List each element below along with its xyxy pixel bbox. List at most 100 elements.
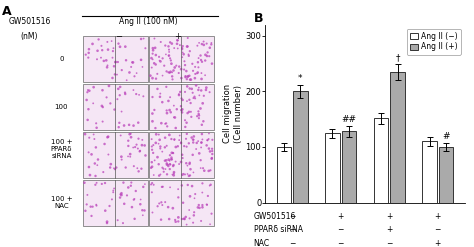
Point xyxy=(206,222,214,226)
Point xyxy=(112,165,120,169)
Point xyxy=(99,120,106,124)
Point xyxy=(115,87,122,91)
Point xyxy=(138,143,146,147)
Point xyxy=(149,46,156,50)
Point xyxy=(199,205,206,209)
Bar xyxy=(390,72,405,203)
Point xyxy=(167,157,175,161)
Point xyxy=(150,183,157,187)
Point xyxy=(198,141,205,145)
Point xyxy=(195,86,202,90)
Point xyxy=(88,152,95,156)
Point xyxy=(147,166,155,170)
Point xyxy=(93,57,101,61)
Text: (nM): (nM) xyxy=(21,32,38,41)
Point xyxy=(187,101,194,105)
Text: NAC: NAC xyxy=(254,239,270,247)
Point xyxy=(177,141,185,145)
Point xyxy=(203,203,210,206)
Point xyxy=(181,118,189,122)
Point xyxy=(114,218,121,222)
Point xyxy=(185,208,193,212)
Point xyxy=(191,95,198,99)
Point xyxy=(197,54,204,58)
Point xyxy=(87,205,94,209)
Point xyxy=(177,141,185,144)
Point xyxy=(184,183,191,187)
Point xyxy=(84,88,92,92)
Text: −: − xyxy=(435,225,441,234)
Point xyxy=(173,64,180,68)
Point xyxy=(179,47,186,51)
Point xyxy=(166,108,173,112)
Point xyxy=(161,145,169,149)
Point xyxy=(164,205,172,209)
Point xyxy=(206,149,214,153)
Point xyxy=(112,60,119,64)
Point xyxy=(135,121,142,125)
Point xyxy=(101,181,109,185)
Point xyxy=(149,76,156,80)
Point xyxy=(119,221,127,225)
Point xyxy=(85,51,92,55)
Point xyxy=(194,88,202,92)
Point xyxy=(205,147,213,151)
Point xyxy=(171,65,179,69)
Point xyxy=(90,132,98,136)
Point xyxy=(126,132,133,136)
Point xyxy=(168,62,175,66)
Text: −: − xyxy=(289,225,295,234)
Point xyxy=(90,101,97,105)
Point xyxy=(149,143,157,147)
Point xyxy=(110,186,118,190)
Point xyxy=(121,45,129,49)
Point xyxy=(93,126,100,130)
Point xyxy=(85,89,93,93)
Point xyxy=(171,137,178,141)
Point xyxy=(195,41,203,45)
Point xyxy=(157,218,165,222)
Point xyxy=(81,132,89,136)
Point xyxy=(199,181,206,185)
Point xyxy=(180,217,188,221)
Point xyxy=(173,42,181,46)
Point xyxy=(127,152,134,156)
Point xyxy=(127,132,135,136)
Point xyxy=(190,141,197,144)
Point xyxy=(133,71,140,75)
Point xyxy=(137,202,144,206)
Point xyxy=(166,162,173,166)
Point xyxy=(208,147,216,151)
Point xyxy=(103,220,111,224)
Point xyxy=(168,156,175,160)
Point xyxy=(103,40,111,44)
Point xyxy=(106,204,113,208)
Point xyxy=(184,36,191,40)
Point xyxy=(142,153,149,157)
Point xyxy=(195,151,203,155)
Point xyxy=(161,122,169,126)
Point xyxy=(149,57,156,61)
Point xyxy=(83,193,91,197)
Point xyxy=(182,74,189,78)
Point xyxy=(129,61,137,64)
Point xyxy=(99,48,106,52)
Point xyxy=(189,69,197,73)
Point xyxy=(111,167,119,171)
Point xyxy=(183,77,191,81)
Point xyxy=(89,205,96,209)
Point xyxy=(128,181,135,185)
Point xyxy=(94,158,102,162)
Point xyxy=(149,48,157,52)
Point xyxy=(204,50,211,54)
Point xyxy=(84,56,92,60)
Point xyxy=(127,184,135,188)
Point xyxy=(191,210,198,214)
Point xyxy=(164,164,172,168)
Point xyxy=(186,49,193,53)
Point xyxy=(124,154,132,158)
Point xyxy=(83,98,91,102)
Point xyxy=(104,135,112,139)
Point xyxy=(168,41,176,45)
Point xyxy=(197,106,204,110)
